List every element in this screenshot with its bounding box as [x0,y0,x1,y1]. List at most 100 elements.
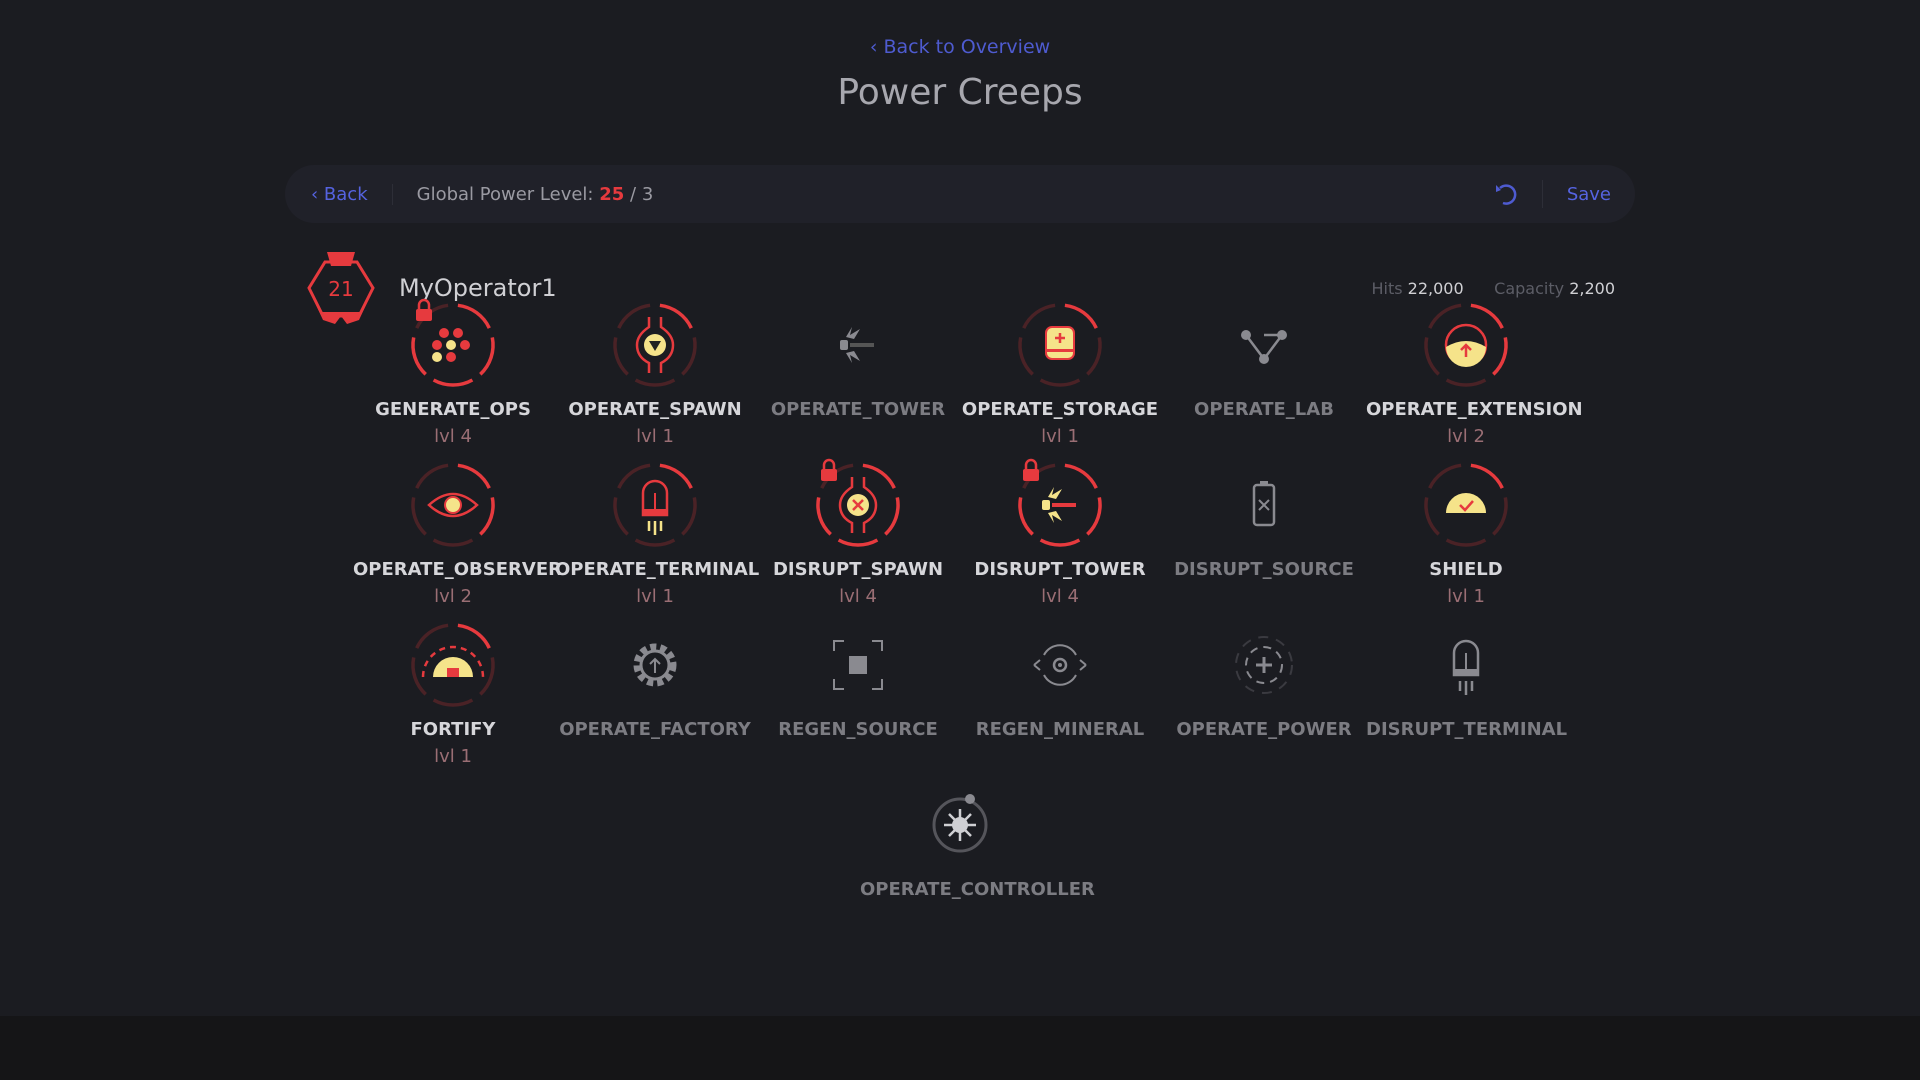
plus-icon [1235,636,1293,694]
skill-name: DISRUPT_SOURCE [1174,559,1354,580]
footer-band [0,1016,1920,1080]
skill-operate-terminal[interactable]: OPERATE_TERMINAL lvl 1 [555,457,759,607]
skill-operate-lab[interactable]: OPERATE_LAB [1164,297,1364,420]
terminal-icon [613,463,697,547]
operator-badge: 21 [305,250,377,326]
gpl-current: 25 [599,183,625,205]
level-ring-segment [479,497,495,536]
level-ring-segment [1424,337,1440,376]
tower-icon [840,327,874,363]
skill-level: lvl 1 [636,426,674,447]
skill-disrupt-terminal[interactable]: DISRUPT_TERMINAL [1366,617,1567,740]
terminal-icon [1452,639,1480,695]
skill-level: lvl 1 [1041,426,1079,447]
level-ring-segment [1064,463,1098,489]
operator-level: 21 [328,277,354,301]
level-ring-segment [1064,303,1098,329]
skill-name: GENERATE_OPS [375,399,531,420]
skill-name: FORTIFY [410,719,496,740]
skill-operate-factory[interactable]: OPERATE_FACTORY [555,617,755,740]
back-to-overview-label: Back to Overview [883,36,1051,58]
eye-icon [411,463,495,547]
square-icon [833,640,883,690]
skill-name: OPERATE_SPAWN [568,399,742,420]
level-ring-segment [1492,337,1508,376]
target-icon [1033,644,1087,686]
hits-value: 22,000 [1407,278,1464,298]
level-ring-segment [432,698,474,707]
level-ring-segment [613,497,629,536]
level-ring-segment [681,497,697,536]
level-ring-segment [1428,303,1462,329]
back-to-overview-link[interactable]: ‹ Back to Overview [869,36,1051,58]
skill-regen-mineral[interactable]: REGEN_MINERAL [960,617,1160,740]
level-ring-segment [457,463,491,489]
skill-operate-controller[interactable]: OPERATE_CONTROLLER [860,777,1095,900]
level-ring-segment [411,657,427,696]
spawn-icon [613,303,697,387]
level-ring-segment [1445,378,1487,387]
back-label: Back [323,183,368,205]
level-ring-segment [613,337,629,376]
skill-name: OPERATE_FACTORY [559,719,751,740]
gpl-max: 3 [641,183,654,205]
operator-stats: Hits 22,000 Capacity 2,200 [1371,279,1615,298]
level-ring-segment [1492,497,1508,536]
skill-operate-power[interactable]: OPERATE_POWER [1164,617,1364,740]
skill-operate-observer[interactable]: OPERATE_OBSERVER lvl 2 [353,457,562,607]
skill-shield[interactable]: SHIELD lvl 1 [1366,457,1566,607]
level-ring-segment [457,623,491,649]
level-ring-segment [479,337,495,376]
operator-header: 21 MyOperator1 Hits 22,000 Capacity 2,20… [305,250,1615,326]
lab-icon [1241,330,1287,364]
level-ring-segment [634,378,676,387]
gpl-label: Global Power Level: [416,183,594,205]
shield-icon [1424,463,1508,547]
level-ring-segment [659,463,693,489]
global-power-level: Global Power Level: 25 / 3 [417,184,654,205]
level-ring-segment [862,463,896,489]
level-ring-segment [1086,337,1102,376]
dots-icon [411,298,495,387]
skill-name: OPERATE_TOWER [770,399,946,420]
fortify-icon [411,623,495,707]
skill-disrupt-source[interactable]: DISRUPT_SOURCE [1164,457,1364,580]
operator-level-icon [307,252,375,324]
skill-fortify[interactable]: FORTIFY lvl 1 [353,617,553,767]
level-ring-segment [1424,497,1440,536]
skill-level: lvl 1 [1447,586,1485,607]
battery-icon [1252,481,1276,527]
save-button[interactable]: Save [1566,183,1611,205]
level-ring-segment [1022,303,1056,329]
skill-name: REGEN_SOURCE [778,719,938,740]
skill-level: lvl 4 [434,426,472,447]
level-ring-segment [681,337,697,376]
level-ring-segment [415,463,449,489]
skill-name: REGEN_MINERAL [975,719,1145,740]
level-ring-segment [884,497,900,536]
skill-regen-source[interactable]: REGEN_SOURCE [758,617,958,740]
level-ring-segment [1445,538,1487,547]
skill-operate-storage[interactable]: OPERATE_STORAGE lvl 1 [960,297,1160,447]
lock-icon [416,298,432,321]
level-ring-segment [457,303,491,329]
skill-disrupt-spawn[interactable]: DISRUPT_SPAWN lvl 4 [758,457,958,607]
capacity-label: Capacity [1494,278,1565,298]
undo-button[interactable] [1492,180,1543,208]
skill-operate-extension[interactable]: OPERATE_EXTENSION lvl 2 [1366,297,1583,447]
skill-level: lvl 1 [636,586,674,607]
skill-name: OPERATE_POWER [1176,719,1352,740]
gpl-separator: / [630,183,637,205]
controller-icon [932,794,988,853]
back-button[interactable]: ‹ Back [311,183,393,205]
level-ring-segment [659,303,693,329]
skill-operate-tower[interactable]: OPERATE_TOWER [758,297,958,420]
lock-icon [821,458,837,481]
skill-name: SHIELD [1429,559,1503,580]
storage-icon [1018,303,1102,387]
level-ring-segment [432,378,474,387]
level-ring-segment [1018,337,1034,376]
skill-disrupt-tower[interactable]: DISRUPT_TOWER lvl 4 [960,457,1160,607]
